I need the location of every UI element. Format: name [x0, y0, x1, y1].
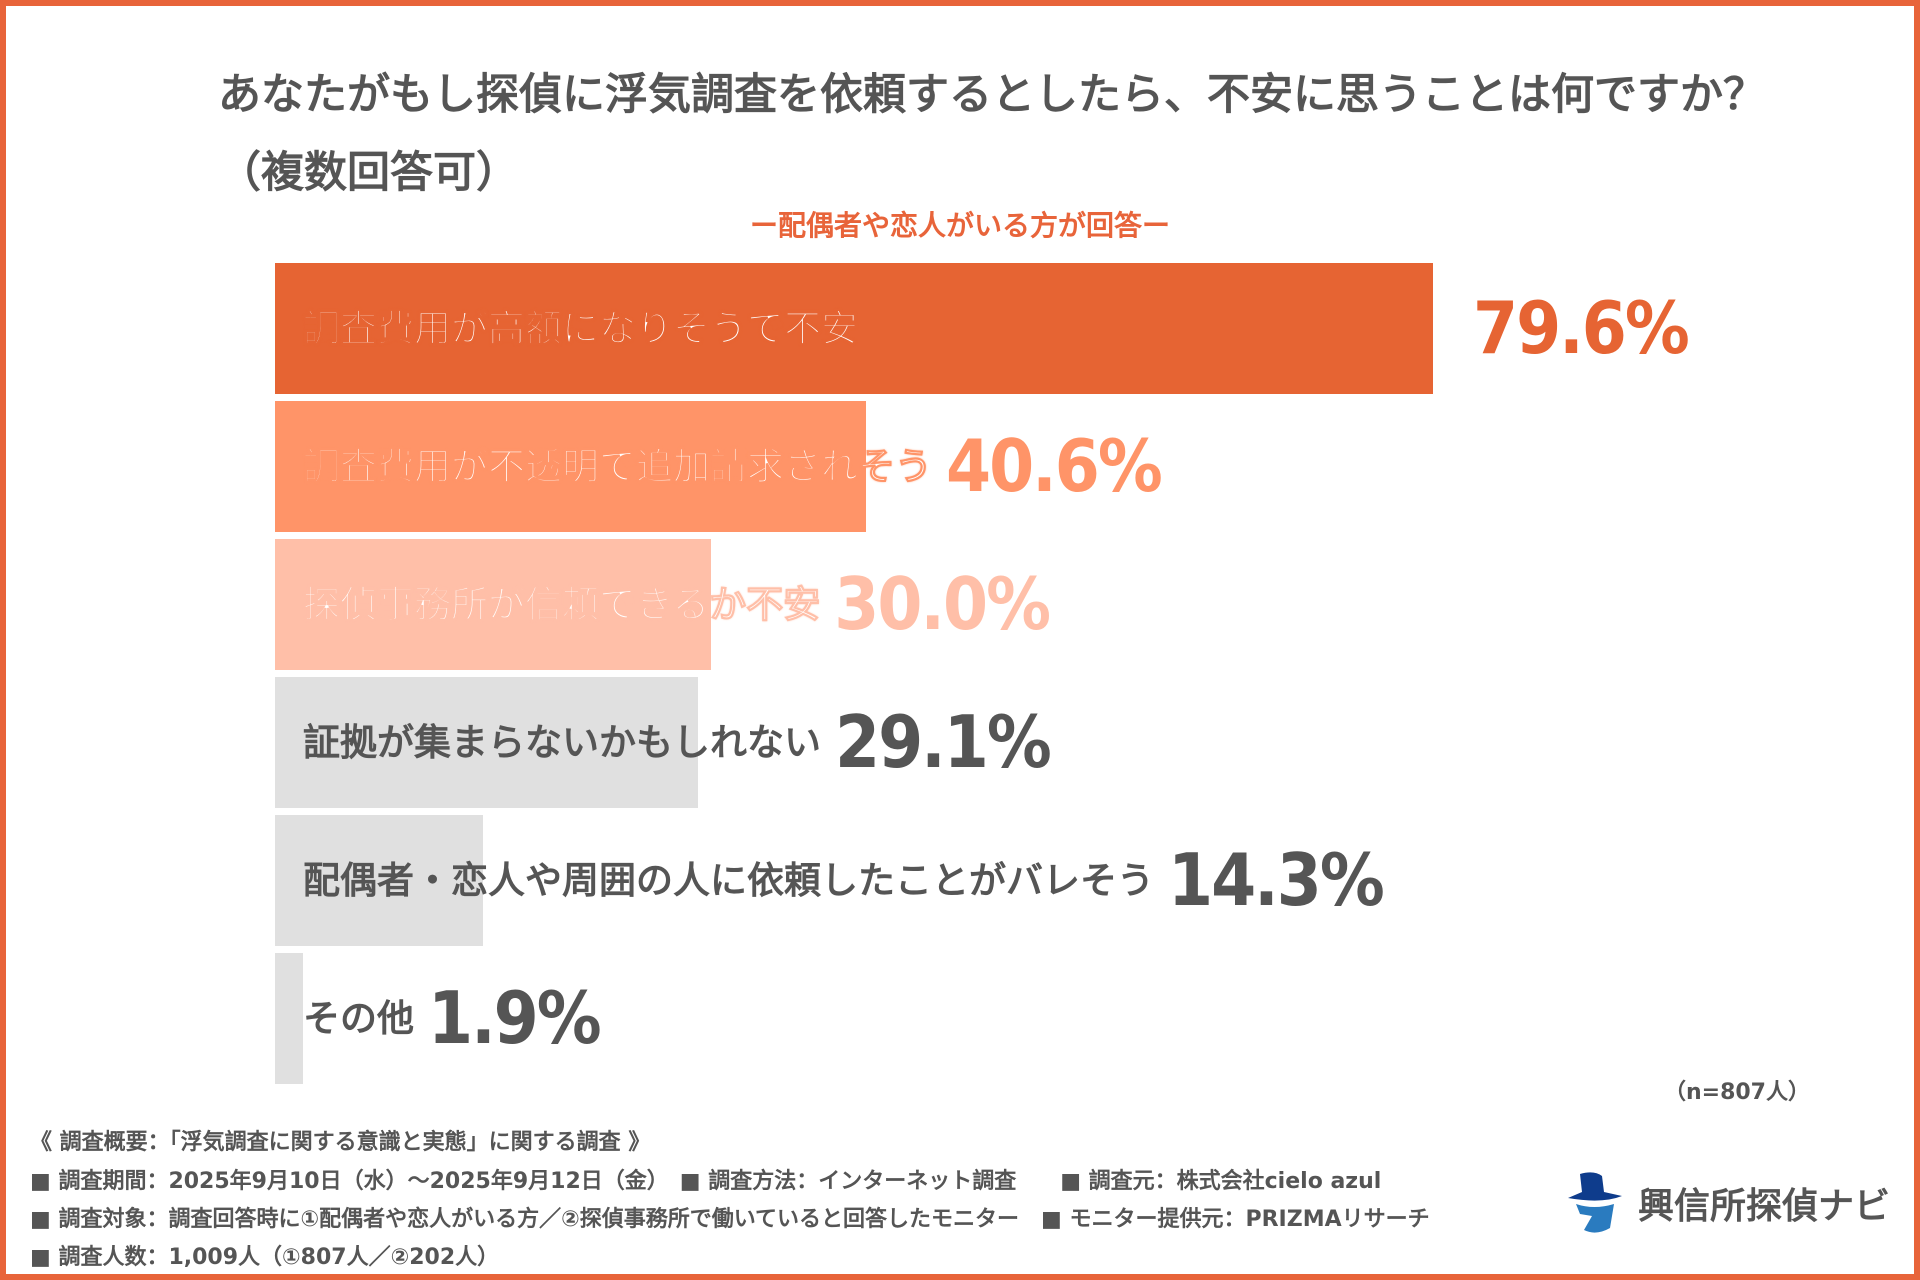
category-label: 探偵事務所が信頼できるか不安 — [302, 583, 821, 627]
category-label: 証拠が集まらないかもしれない — [303, 721, 821, 764]
category-label: 配偶者・恋人や周囲の人に依頼したことがバレそう — [303, 859, 1154, 902]
logo-text: 興信所探偵ナビ — [1638, 1186, 1891, 1227]
bar-label-group: 探偵事務所が信頼できるか不安 30.0% — [302, 539, 1051, 670]
footer-line: ■ 調査期間：2025年9月10日（水）～2025年9月12日（金） ■ 調査方… — [30, 1169, 1382, 1194]
logo: 興信所探偵ナビ — [1562, 1170, 1890, 1236]
bar-label-group: 配偶者・恋人や周囲の人に依頼したことがバレそう 14.3% — [303, 815, 1385, 946]
bar-label-group: 証拠が集まらないかもしれない 29.1% — [303, 677, 1052, 808]
bar-label-group: 調査費用が不透明で追加請求されそう 40.6% — [303, 401, 1163, 532]
footer-line: 《 調査概要：「浮気調査に関する意識と実態」に関する調査 》 — [30, 1130, 651, 1155]
category-label: 調査費用が高額になりそうで不安 — [303, 307, 859, 351]
value-label: 79.6% — [1473, 286, 1690, 370]
bar — [275, 263, 1433, 394]
chart-subtitle: ー配偶者や恋人がいる方が回答ー — [749, 209, 1170, 242]
sample-size-note: （n=807人） — [1663, 1080, 1810, 1105]
value-label: 14.3% — [1168, 838, 1385, 922]
bar — [275, 401, 866, 532]
bar — [275, 953, 303, 1084]
bar — [275, 815, 484, 946]
value-label: 40.6% — [946, 424, 1163, 508]
bar-label-group: 調査費用が高額になりそうで不安 79.6% — [303, 263, 1690, 394]
value-label: 30.0% — [834, 562, 1051, 646]
bar-label-group: その他 1.9% — [303, 953, 602, 1084]
value-label: 29.1% — [835, 700, 1052, 784]
category-label: その他 — [303, 997, 414, 1040]
footer-line: ■ 調査人数：1,009人（①807人／②202人） — [30, 1245, 500, 1270]
bar — [275, 539, 712, 670]
chart-title: あなたがもし探偵に浮気調査を依頼するとしたら、不安に思うことは何ですか？（複数回… — [218, 70, 1766, 198]
detective-hat-icon — [1568, 1172, 1622, 1233]
footer-line: ■ 調査対象：調査回答時に①配偶者や恋人がいる方／②探偵事務所で働いていると回答… — [30, 1207, 1430, 1232]
value-label: 1.9% — [428, 976, 602, 1060]
category-label: 調査費用が不透明で追加請求されそう — [303, 445, 933, 489]
bar — [275, 677, 699, 808]
